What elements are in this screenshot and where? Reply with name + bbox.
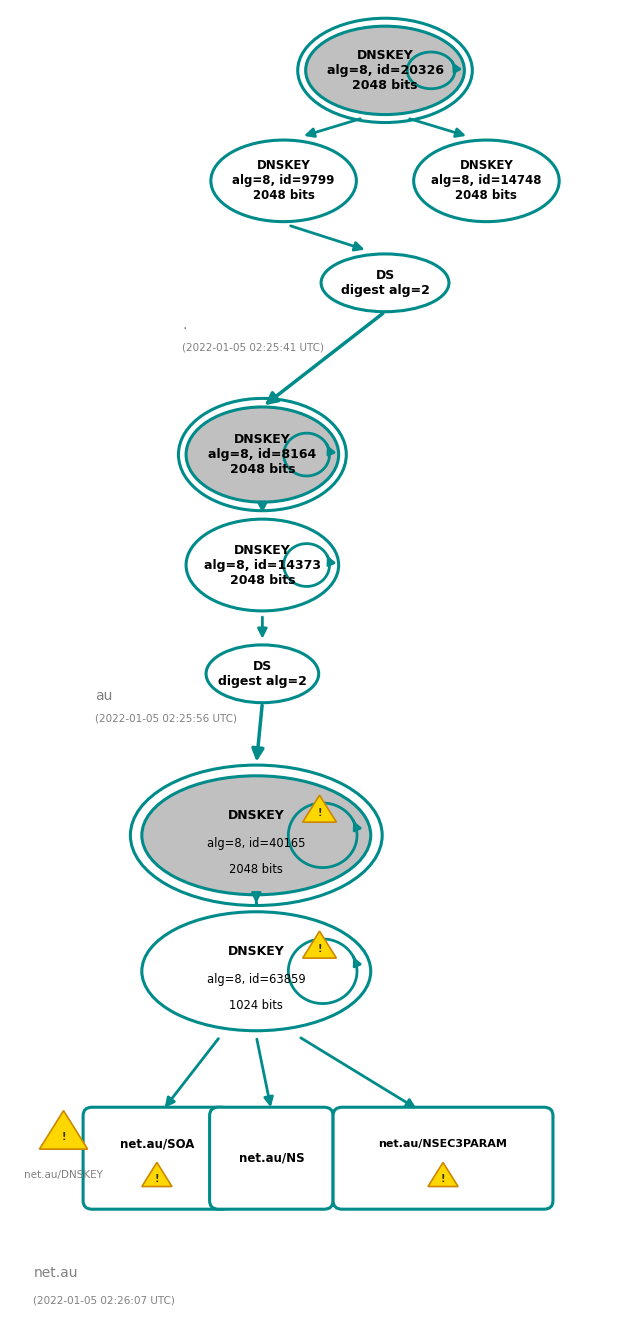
Ellipse shape	[321, 253, 449, 312]
Text: DNSKEY
alg=8, id=14373
2048 bits: DNSKEY alg=8, id=14373 2048 bits	[204, 544, 321, 587]
Text: DS
digest alg=2: DS digest alg=2	[340, 269, 430, 297]
Ellipse shape	[211, 140, 356, 221]
Text: alg=8, id=40165: alg=8, id=40165	[207, 837, 306, 850]
Ellipse shape	[414, 140, 559, 221]
Ellipse shape	[186, 407, 338, 503]
Ellipse shape	[186, 519, 338, 611]
Text: alg=8, id=63859: alg=8, id=63859	[207, 973, 306, 986]
Text: 2048 bits: 2048 bits	[229, 862, 283, 876]
FancyBboxPatch shape	[210, 1108, 333, 1209]
FancyBboxPatch shape	[333, 1108, 553, 1209]
Text: !: !	[317, 808, 322, 818]
Text: net.au/NSEC3PARAM: net.au/NSEC3PARAM	[379, 1138, 507, 1149]
Polygon shape	[302, 796, 337, 822]
Ellipse shape	[306, 27, 465, 115]
Text: !: !	[317, 944, 322, 954]
Text: !: !	[61, 1132, 66, 1141]
Polygon shape	[142, 1162, 172, 1186]
Text: 1024 bits: 1024 bits	[229, 998, 283, 1012]
Text: (2022-01-05 02:26:07 UTC): (2022-01-05 02:26:07 UTC)	[34, 1296, 175, 1305]
Text: net.au/NS: net.au/NS	[238, 1152, 304, 1165]
Polygon shape	[428, 1162, 458, 1186]
Ellipse shape	[206, 645, 319, 702]
Text: DNSKEY
alg=8, id=8164
2048 bits: DNSKEY alg=8, id=8164 2048 bits	[208, 433, 317, 476]
Polygon shape	[302, 932, 337, 958]
Text: .: .	[182, 319, 186, 332]
Text: DNSKEY
alg=8, id=20326
2048 bits: DNSKEY alg=8, id=20326 2048 bits	[327, 49, 443, 92]
Text: au: au	[95, 689, 112, 702]
Text: DNSKEY
alg=8, id=14748
2048 bits: DNSKEY alg=8, id=14748 2048 bits	[431, 160, 542, 203]
Text: net.au/SOA: net.au/SOA	[120, 1137, 194, 1150]
Text: net.au: net.au	[34, 1266, 78, 1280]
Ellipse shape	[142, 912, 371, 1030]
Text: DNSKEY: DNSKEY	[228, 945, 284, 958]
Text: DS
digest alg=2: DS digest alg=2	[218, 660, 307, 688]
Text: net.au/DNSKEY: net.au/DNSKEY	[24, 1170, 103, 1180]
Polygon shape	[39, 1110, 88, 1149]
FancyBboxPatch shape	[83, 1108, 230, 1209]
Text: (2022-01-05 02:25:41 UTC): (2022-01-05 02:25:41 UTC)	[182, 343, 324, 352]
Text: DNSKEY: DNSKEY	[228, 809, 284, 822]
Text: !: !	[155, 1174, 159, 1184]
Ellipse shape	[142, 776, 371, 894]
Text: DNSKEY
alg=8, id=9799
2048 bits: DNSKEY alg=8, id=9799 2048 bits	[232, 160, 335, 203]
Text: !: !	[441, 1174, 445, 1184]
Text: (2022-01-05 02:25:56 UTC): (2022-01-05 02:25:56 UTC)	[95, 713, 237, 722]
